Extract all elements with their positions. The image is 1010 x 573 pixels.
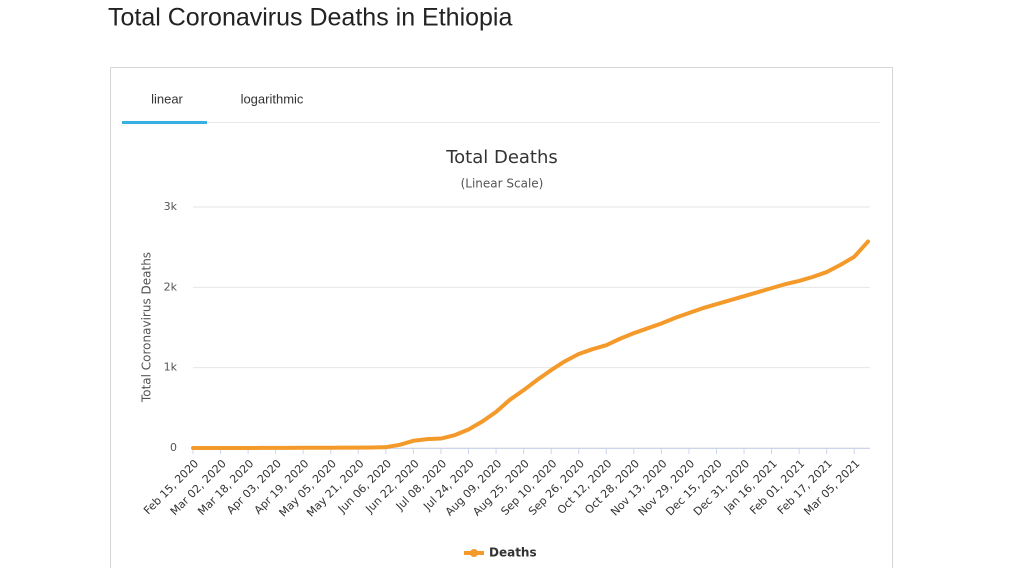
data-line — [191, 239, 870, 450]
tab[interactable]: linear — [151, 91, 183, 106]
chart-title: Total Deaths — [445, 147, 558, 168]
y-axis-label: Total Coronavirus Deaths — [140, 252, 154, 403]
legend-symbol — [470, 549, 478, 557]
legend-label: Deaths — [489, 546, 537, 560]
chart-panel — [110, 67, 893, 573]
y-tick-label: 0 — [170, 441, 177, 454]
tab[interactable]: logarithmic — [241, 91, 304, 106]
y-tick-label: 1k — [164, 361, 178, 374]
y-tick-label: 2k — [164, 280, 178, 293]
page-title: Total Coronavirus Deaths in Ethiopia — [108, 4, 512, 32]
chart-subtitle: (Linear Scale) — [461, 177, 544, 191]
tab-active-indicator — [122, 121, 207, 124]
y-tick-label: 3k — [164, 200, 178, 213]
